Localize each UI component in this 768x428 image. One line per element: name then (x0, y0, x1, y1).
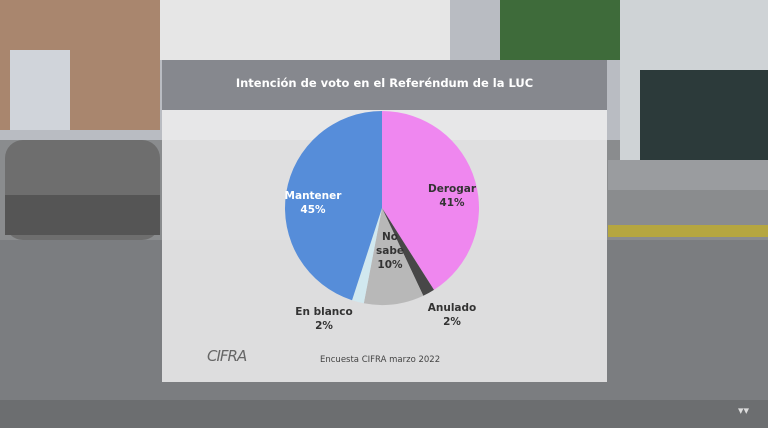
channel-watermark-icon: ▾▾ (738, 404, 750, 417)
pie-slice-derogar (382, 111, 479, 290)
chart-source: Encuesta CIFRA marzo 2022 (320, 355, 441, 365)
label-mantener: Mantener 45% (283, 189, 343, 217)
slice-label: Derogar (427, 183, 476, 195)
pie-slice-en-blanco (352, 208, 382, 304)
slice-value: 2% (315, 320, 333, 332)
slice-value: 2% (443, 316, 461, 328)
slice-label: Mantener (284, 190, 342, 202)
slice-value: 41% (439, 197, 465, 209)
pie-slice-anulado (382, 208, 434, 296)
label-no-sabe: No sabe 10% (365, 230, 415, 272)
pie-slice-mantener (285, 110, 382, 301)
label-en-blanco: En blanco 2% (292, 305, 356, 333)
cifra-logo: CIFRA (207, 347, 247, 365)
chart-title: Intención de voto en el Referéndum de la… (235, 76, 534, 90)
title-band (162, 60, 607, 110)
pie-slice-no-sabe (363, 208, 424, 305)
label-anulado: Anulado 2% (424, 301, 480, 329)
slice-label: En blanco (295, 306, 353, 318)
slice-value: 45% (300, 204, 326, 216)
label-derogar: Derogar 41% (422, 182, 482, 210)
slice-value: 10% (377, 259, 403, 271)
slice-label: No sabe (376, 231, 404, 257)
slice-label: Anulado (427, 302, 477, 314)
